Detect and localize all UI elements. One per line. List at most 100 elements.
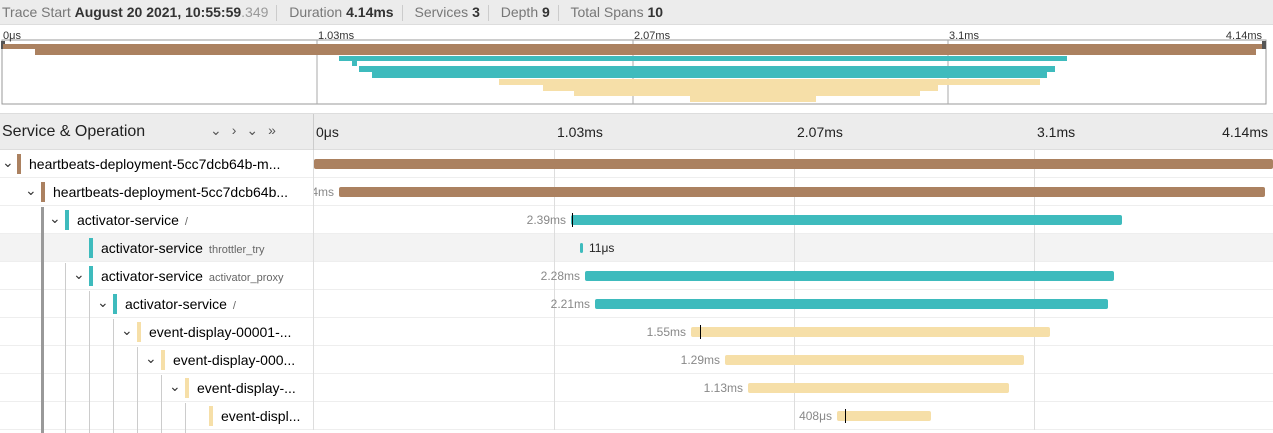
span-bar — [837, 411, 931, 421]
service-color — [137, 322, 141, 342]
trace-header: Trace Start August 20 2021, 10:55:59.349… — [0, 0, 1273, 25]
service-color — [41, 182, 45, 202]
span-row[interactable]: event-displ... 408μs — [0, 402, 1273, 430]
minimap-span — [574, 91, 920, 96]
duration-label: 11μs — [589, 241, 615, 255]
service-name: activator-service — [125, 296, 227, 312]
span-row[interactable]: ⌄ event-display-000... 1.29ms — [0, 346, 1273, 374]
divider — [313, 290, 314, 318]
trace-start-label: Trace Start — [2, 4, 71, 20]
span-name: event-displ... — [221, 402, 300, 430]
divider — [313, 346, 314, 374]
minimap-handle[interactable] — [1262, 41, 1266, 49]
span-name: activator-service throttler_try — [101, 234, 265, 264]
timeline-cell: 1.29ms — [314, 346, 1273, 374]
grid-line — [554, 290, 555, 318]
expand-controls[interactable]: ⌄›⌄» — [210, 122, 286, 138]
span-bar — [595, 299, 1108, 309]
service-name: event-display-000... — [173, 352, 296, 368]
duration: 4.14ms — [346, 4, 394, 20]
collapse-chevron: ⌄ — [73, 266, 85, 282]
grid-line — [554, 234, 555, 262]
service-color — [17, 154, 21, 174]
divider — [313, 318, 314, 346]
timeline-tick-label: 3.1ms — [1037, 124, 1076, 140]
span-name: event-display-... — [197, 374, 296, 402]
minimap-tick-label: 1.03ms — [318, 30, 355, 42]
collapse-chevron: ⌄ — [97, 294, 109, 310]
trace-start-fraction: .349 — [241, 4, 269, 20]
span-bar — [339, 187, 1265, 197]
span-bar — [585, 271, 1114, 281]
duration-label: 1.29ms — [680, 353, 720, 367]
timeline-cell: 2.39ms — [314, 206, 1273, 234]
divider — [313, 206, 314, 234]
duration-label: 1.13ms — [703, 381, 743, 395]
divider — [313, 150, 314, 178]
timeline-cell — [314, 150, 1273, 178]
depth: 9 — [542, 4, 550, 20]
span-name: activator-service / — [77, 206, 188, 236]
duration-label: 2.21ms — [550, 297, 590, 311]
span-row[interactable]: ⌄ heartbeats-deployment-5cc7dcb64b-m... — [0, 150, 1273, 178]
span-row[interactable]: ⌄ activator-service activator_proxy 2.28ms — [0, 262, 1273, 290]
minimap-span — [352, 61, 357, 66]
timeline-header: Service & Operation ⌄›⌄» 0μs 1.03ms 2.07ms… — [0, 113, 1273, 151]
tree-guide — [113, 319, 114, 433]
timeline-cell: 2.21ms — [314, 290, 1273, 318]
duration-label: 408μs — [799, 409, 832, 423]
grid-line — [554, 346, 555, 374]
services: 3 — [472, 4, 480, 20]
minimap-span — [3, 44, 1262, 49]
minimap-span — [690, 96, 816, 102]
service-name: event-display-00001-... — [149, 324, 292, 340]
span-row[interactable]: ⌄ event-display-... 1.13ms — [0, 374, 1273, 402]
service-name: activator-service — [101, 268, 203, 284]
timeline-cell: 408μs — [314, 402, 1273, 430]
tree-guide — [161, 375, 162, 433]
duration-label: 4.14ms — [314, 185, 334, 199]
span-row[interactable]: ⌄ event-display-00001-... 1.55ms — [0, 318, 1273, 346]
grid-line — [554, 374, 555, 402]
grid-line — [1034, 346, 1035, 374]
log-marker — [572, 213, 573, 227]
timeline-cell: 1.55ms — [314, 318, 1273, 346]
service-color — [89, 266, 93, 286]
tree-guide — [137, 347, 138, 433]
trace-start: August 20 2021, 10:55:59 — [74, 4, 242, 20]
span-bar — [580, 243, 583, 253]
minimap-span — [339, 56, 1067, 61]
service-color — [209, 406, 213, 426]
total-spans-label: Total Spans — [570, 4, 644, 20]
span-name: activator-service activator_proxy — [101, 262, 284, 292]
span-bar — [314, 159, 1273, 169]
span-name: heartbeats-deployment-5cc7dcb64b... — [53, 178, 288, 206]
service-color — [161, 350, 165, 370]
log-marker — [845, 409, 846, 423]
grid-line — [1034, 402, 1035, 430]
duration-label: Duration — [289, 4, 343, 20]
span-row[interactable]: ⌄ activator-service / 2.39ms — [0, 206, 1273, 234]
timeline-cell: 4.14ms — [314, 178, 1273, 206]
span-row[interactable]: ⌄ activator-service / 2.21ms — [0, 290, 1273, 318]
span-bar — [691, 327, 1050, 337]
depth-label: Depth — [500, 4, 539, 20]
minimap-span — [372, 72, 1047, 78]
service-name: activator-service — [77, 212, 179, 228]
collapse-chevron: ⌄ — [49, 210, 61, 226]
service-name: heartbeats-deployment-5cc7dcb64b... — [53, 184, 289, 200]
duration-label: 2.39ms — [526, 213, 566, 227]
timeline-tick-label: 1.03ms — [557, 124, 603, 140]
tree-guide — [185, 403, 186, 433]
minimap-tick-label: 3.1ms — [949, 30, 979, 42]
collapse-chevron: ⌄ — [121, 322, 133, 338]
grid-line — [1034, 374, 1035, 402]
total-spans: 10 — [647, 4, 664, 20]
grid-line — [554, 318, 555, 346]
service-color — [89, 238, 93, 258]
tree-guide — [89, 291, 90, 433]
span-row[interactable]: ⌄ heartbeats-deployment-5cc7dcb64b... 4.14… — [0, 178, 1273, 206]
minimap-span — [543, 85, 938, 91]
span-row[interactable]: activator-service throttler_try 11μs — [0, 234, 1273, 262]
span-name: heartbeats-deployment-5cc7dcb64b-m... — [29, 150, 280, 178]
